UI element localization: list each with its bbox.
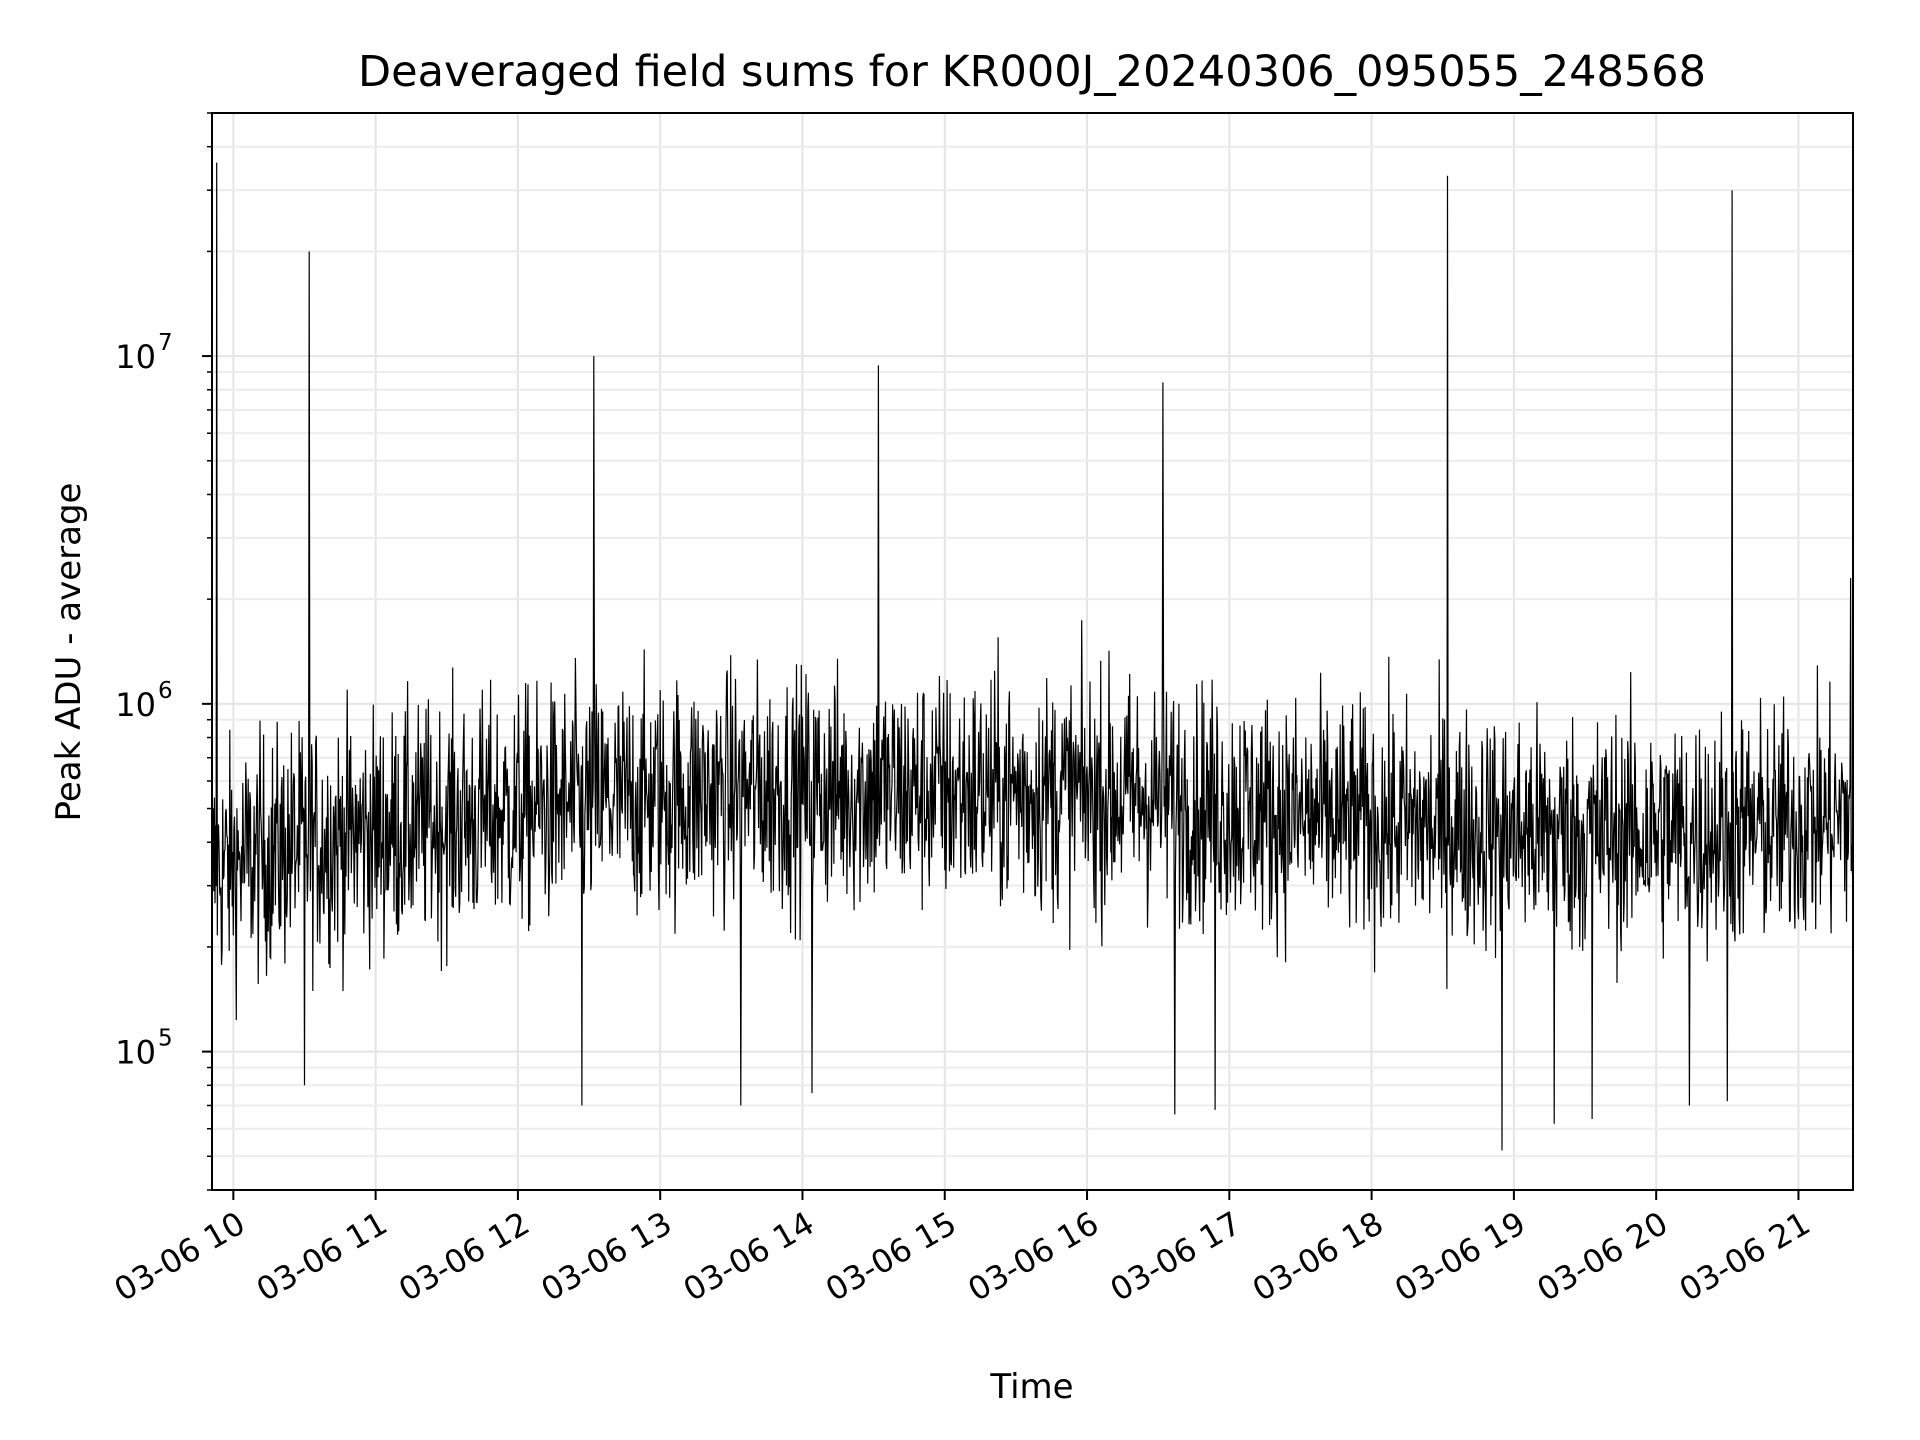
y-tick-exponent: 6 <box>158 678 173 704</box>
y-tick-exponent: 7 <box>158 330 173 356</box>
y-tick-exponent: 5 <box>158 1026 173 1052</box>
series-layer <box>211 162 1854 1151</box>
plot-frame <box>211 112 1854 1191</box>
y-tick-label: 10 <box>115 686 156 724</box>
chart-title: Deaveraged field sums for KR000J_2024030… <box>358 47 1706 97</box>
y-tick-label: 10 <box>115 338 156 376</box>
y-tick-label: 10 <box>115 1034 156 1072</box>
x-axis-label: Time <box>989 1367 1073 1407</box>
y-axis-label: Peak ADU - average <box>49 483 89 822</box>
series-line <box>211 162 1854 1151</box>
